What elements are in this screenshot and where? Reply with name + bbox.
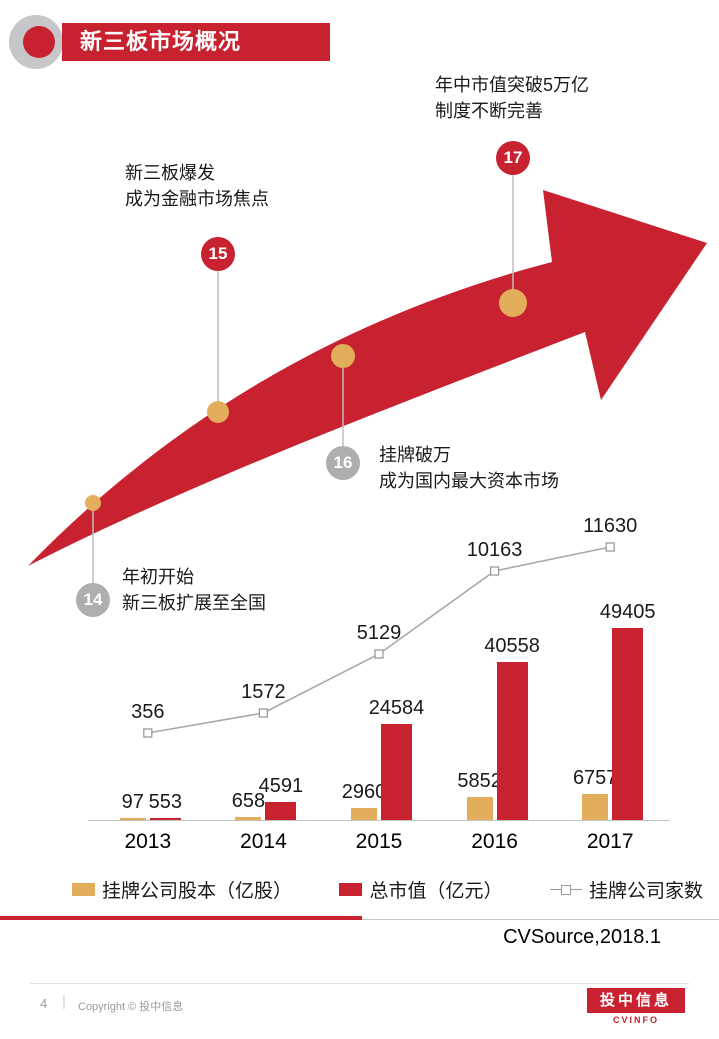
milestone-17-text: 年中市值突破5万亿 制度不断完善 <box>435 72 589 124</box>
logo-cn-text: 投中信息 <box>587 988 685 1013</box>
line-marker <box>489 566 500 576</box>
legend-label-marketcap: 总市值（亿元） <box>369 881 503 902</box>
page-number: 4 <box>40 996 48 1011</box>
milestone-17-line2: 制度不断完善 <box>435 101 543 121</box>
footer-separator: | <box>62 993 66 1010</box>
legend-label-equity: 挂牌公司股本（亿股） <box>102 881 293 902</box>
milestone-16-line2: 成为国内最大资本市场 <box>379 471 559 491</box>
milestone-15-text: 新三板爆发 成为金融市场焦点 <box>125 160 269 212</box>
line-marker <box>258 708 269 718</box>
footer-divider <box>30 983 689 984</box>
milestone-14-text: 年初开始 新三板扩展至全国 <box>122 564 266 616</box>
section-divider-red <box>0 916 362 920</box>
milestone-14-line2: 新三板扩展至全国 <box>122 593 266 613</box>
milestone-15-line2: 成为金融市场焦点 <box>125 189 269 209</box>
company-logo: 投中信息 CVINFO <box>587 988 685 1025</box>
data-source: CVSource,2018.1 <box>503 926 661 948</box>
milestone-14-badge: 14 <box>76 583 110 617</box>
milestone-17-line1: 年中市值突破5万亿 <box>435 75 590 95</box>
legend-item-equity: 挂牌公司股本（亿股） <box>72 876 292 903</box>
logo-en-text: CVINFO <box>612 1015 659 1025</box>
x-axis-line <box>88 820 670 821</box>
growth-arrow <box>28 190 707 566</box>
milestone-17-badge: 17 <box>496 141 530 175</box>
milestone-15-line1: 新三板爆发 <box>125 163 215 183</box>
milestone-16-line1: 挂牌破万 <box>379 445 451 465</box>
line-marker <box>374 649 384 659</box>
milestone-connector-lines <box>92 174 514 584</box>
copyright-text: Copyright © 投中信息 <box>78 1001 184 1013</box>
line-marker <box>605 542 615 552</box>
arrow-milestone-dots <box>85 289 527 511</box>
milestone-16-badge: 16 <box>326 446 360 480</box>
milestone-15-badge: 15 <box>201 237 235 271</box>
legend-label-companies: 挂牌公司家数 <box>588 881 703 902</box>
legend-swatch-gold-icon <box>72 883 95 896</box>
milestone-14-line1: 年初开始 <box>122 567 194 587</box>
title-bullet-inner-icon <box>23 26 55 58</box>
line-marker <box>143 728 153 738</box>
milestone-16-text: 挂牌破万 成为国内最大资本市场 <box>379 442 559 494</box>
page-title: 新三板市场概况 <box>62 23 330 61</box>
legend-item-companies: 挂牌公司家数 <box>549 876 703 903</box>
legend-swatch-red-icon <box>339 883 363 896</box>
legend-line-marker-icon <box>549 883 582 896</box>
chart-legend: 挂牌公司股本（亿股） 总市值（亿元） 挂牌公司家数 <box>72 876 703 903</box>
legend-item-marketcap: 总市值（亿元） <box>339 876 503 903</box>
title-bullet-icon <box>9 15 63 69</box>
